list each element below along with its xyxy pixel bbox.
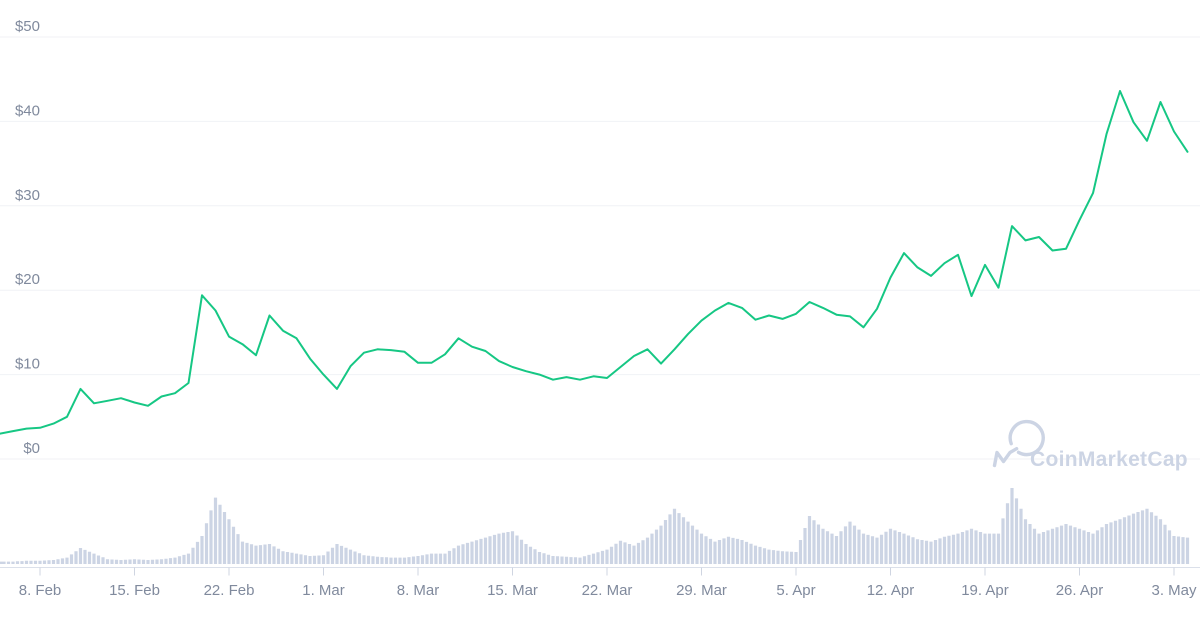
x-axis-label: 8. Mar <box>397 582 440 599</box>
x-axis-label: 5. Apr <box>776 582 815 599</box>
x-axis-label: 15. Mar <box>487 582 538 599</box>
x-axis-label: 15. Feb <box>109 582 160 599</box>
x-axis-label: 12. Apr <box>867 582 915 599</box>
x-axis-label: 19. Apr <box>961 582 1009 599</box>
y-axis-label: $40 <box>15 102 40 119</box>
x-axis-label: 1. Mar <box>302 582 345 599</box>
price-path <box>0 90 1189 435</box>
y-axis-label: $0 <box>23 440 40 457</box>
coinmarketcap-logo-icon <box>992 419 1045 468</box>
y-axis-label: $10 <box>15 356 40 373</box>
y-axis-labels: $50 $40 $30 $20 $10 $0 <box>15 18 40 457</box>
y-axis-label: $20 <box>15 271 40 288</box>
y-axis-label: $30 <box>15 187 40 204</box>
watermark-text: CoinMarketCap <box>1030 448 1188 471</box>
volume-area <box>0 488 1190 564</box>
watermark: CoinMarketCap <box>992 419 1188 471</box>
logo-circle <box>1008 419 1045 457</box>
x-axis-label: 22. Mar <box>582 582 633 599</box>
x-axis-label: 22. Feb <box>204 582 255 599</box>
price-line <box>0 90 1189 435</box>
x-axis: 8. Feb 15. Feb 22. Feb 1. Mar 8. Mar 15. Mar 2… <box>0 567 1200 599</box>
x-axis-label: 26. Apr <box>1056 582 1104 599</box>
x-axis-label: 29. Mar <box>676 582 727 599</box>
grid-lines <box>0 36 1200 460</box>
x-axis-label: 8. Feb <box>19 582 62 599</box>
logo-m-glyph <box>992 446 1019 468</box>
x-axis-label: 3. May <box>1151 582 1197 599</box>
volume-bars <box>0 488 1190 564</box>
y-axis-label: $50 <box>15 18 40 35</box>
